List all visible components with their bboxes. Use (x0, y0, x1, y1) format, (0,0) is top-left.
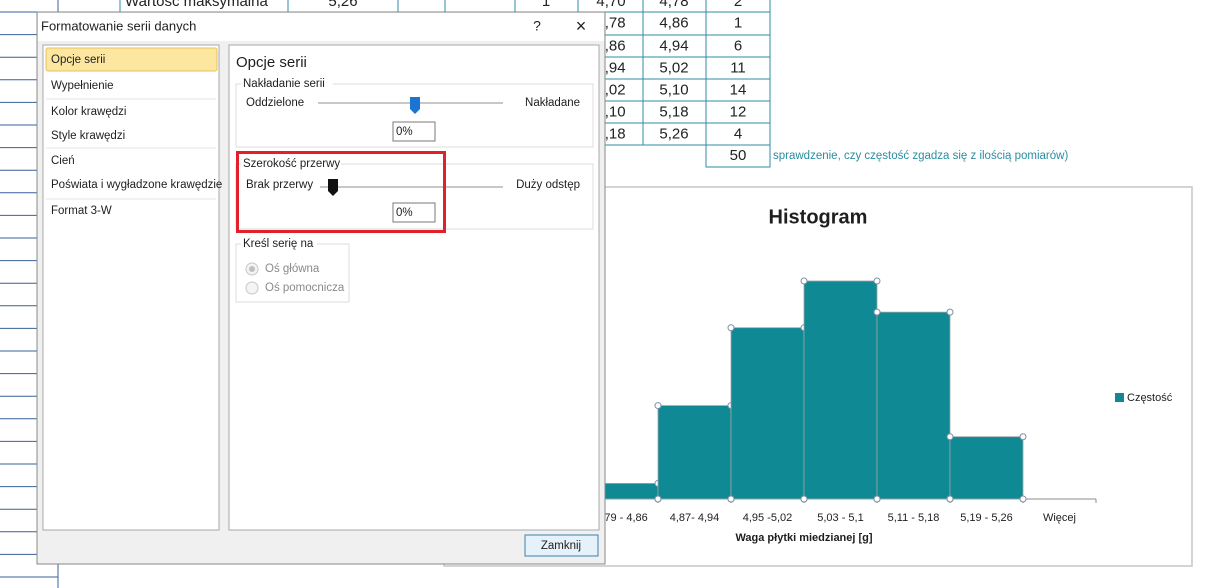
chart-title: Histogram (769, 206, 868, 228)
selection-handle (1019, 495, 1027, 503)
cell-text: 5,02 (659, 59, 688, 76)
help-button[interactable]: ? (533, 18, 541, 34)
group-box (235, 83, 594, 148)
x-tick-label: 4,87- 4,94 (670, 512, 720, 524)
radio-label: Oś pomocnicza (265, 282, 345, 294)
bar (876, 311, 951, 500)
cell-text: 4,70 (596, 0, 625, 10)
selection-handle (800, 495, 808, 503)
selection-handle (727, 324, 735, 332)
text-input[interactable] (392, 202, 436, 223)
selection-handle (800, 277, 808, 285)
x-tick-label: 5,03 - 5,1 (817, 512, 863, 524)
cell-text: 1 (542, 0, 550, 10)
close-dialog-button[interactable] (524, 534, 599, 557)
nav-selection (45, 47, 218, 72)
slider-min-label: Brak przerwy (246, 179, 313, 191)
cell-text: 5,10 (659, 81, 688, 98)
dialog: Formatowanie serii danych ? × Opcje seri… (36, 11, 606, 565)
input-value: 0% (396, 126, 413, 138)
bar (657, 405, 732, 500)
legend-bg (241, 78, 333, 90)
group-legend: Nakładanie serii (243, 78, 325, 90)
slider-max-label: Nakładane (525, 97, 580, 109)
selection-handle (873, 277, 881, 285)
cell-text: 2 (734, 0, 742, 10)
legend-label: Częstość (1127, 392, 1173, 404)
group-legend: Kreśl serię na (243, 238, 314, 250)
highlight-box (236, 151, 446, 233)
slider-min-label: Oddzielone (246, 97, 304, 109)
selection-handle (946, 433, 954, 441)
radio-label: Oś główna (265, 263, 320, 275)
bar (803, 280, 878, 500)
legend-bg (241, 158, 341, 170)
nav-item[interactable]: Style krawędzi (51, 130, 125, 142)
x-tick-label: 5,11 - 5,18 (888, 512, 940, 524)
nav-item[interactable]: Kolor krawędzi (51, 106, 126, 118)
selection-handle (654, 402, 662, 410)
cell-text: 50 (730, 147, 747, 164)
selection-handle (1019, 433, 1027, 441)
nav-item[interactable]: Format 3-W (51, 205, 112, 217)
nav-item[interactable]: Opcje serii (51, 54, 105, 66)
slider-thumb[interactable] (410, 97, 420, 114)
cell-text: 11 (730, 59, 746, 76)
group-legend: Szerokość przerwy (243, 158, 340, 170)
cell-text: 5,26 (328, 0, 357, 10)
title-bar (38, 13, 604, 41)
cell-text: 4,78 (659, 0, 688, 10)
selection-handle (946, 308, 954, 316)
nav-item[interactable]: Poświata i wygładzone krawędzie (51, 179, 222, 191)
cell-text: 4,94 (659, 37, 688, 54)
text-input[interactable] (392, 121, 436, 142)
panel-title: Opcje serii (236, 54, 307, 71)
x-axis-title: Waga płytki miedzianej [g] (735, 532, 872, 544)
x-tick-label: 4,95 -5,02 (743, 512, 793, 524)
x-tick-label: 4,79 - 4,86 (595, 512, 648, 524)
selection-handle (873, 308, 881, 316)
note-text: sprawdzenie, czy częstość zgadza się z i… (773, 150, 1068, 162)
slider-thumb[interactable] (328, 179, 338, 196)
radio[interactable] (245, 281, 259, 295)
x-tick-label: 5,19 - 5,26 (960, 512, 1013, 524)
selection-handle (727, 495, 735, 503)
bar (949, 436, 1024, 500)
input-value: 0% (396, 207, 413, 219)
selection-handle (873, 495, 881, 503)
button-label: Zamknij (541, 540, 581, 552)
cell-text: 14 (730, 81, 747, 98)
nav-item[interactable]: Wypełnienie (51, 80, 114, 92)
radio-dot (249, 266, 255, 272)
cell-text: 12 (730, 103, 747, 120)
nav-item[interactable]: Cień (51, 155, 75, 167)
nav-list: Opcje serii Wypełnienie Kolor krawędzi Styl… (46, 54, 222, 217)
cell-border (705, 144, 771, 168)
cell-text: 1 (734, 14, 742, 31)
slider-max-label: Duży odstęp (516, 179, 580, 191)
legend-bg (241, 238, 317, 250)
cell-text: 5,26 (659, 125, 688, 142)
selection-handle (946, 495, 954, 503)
x-tick-label: Więcej (1043, 512, 1076, 524)
cell-text: 4,86 (659, 14, 688, 31)
nav-panel (42, 44, 220, 531)
cell-text: Wartość maksymalna (125, 0, 268, 10)
legend-swatch (1115, 393, 1124, 402)
cell-text: 4 (734, 125, 742, 142)
selection-handle (654, 495, 662, 503)
close-button[interactable]: × (576, 16, 587, 36)
cell-text: 5,18 (659, 103, 688, 120)
dialog-title: Formatowanie serii danych (41, 18, 196, 33)
bar (730, 327, 805, 500)
cell-text: 6 (734, 37, 742, 54)
